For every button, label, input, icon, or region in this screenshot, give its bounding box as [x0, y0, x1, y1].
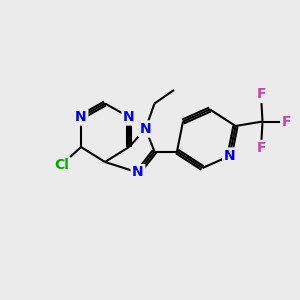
Text: N: N	[132, 166, 144, 179]
Text: N: N	[224, 149, 235, 163]
Text: F: F	[256, 88, 266, 101]
Text: F: F	[282, 115, 291, 128]
Text: Cl: Cl	[54, 158, 69, 172]
Text: N: N	[123, 110, 135, 124]
Text: N: N	[140, 122, 151, 136]
Text: F: F	[256, 142, 266, 155]
Text: N: N	[75, 110, 87, 124]
